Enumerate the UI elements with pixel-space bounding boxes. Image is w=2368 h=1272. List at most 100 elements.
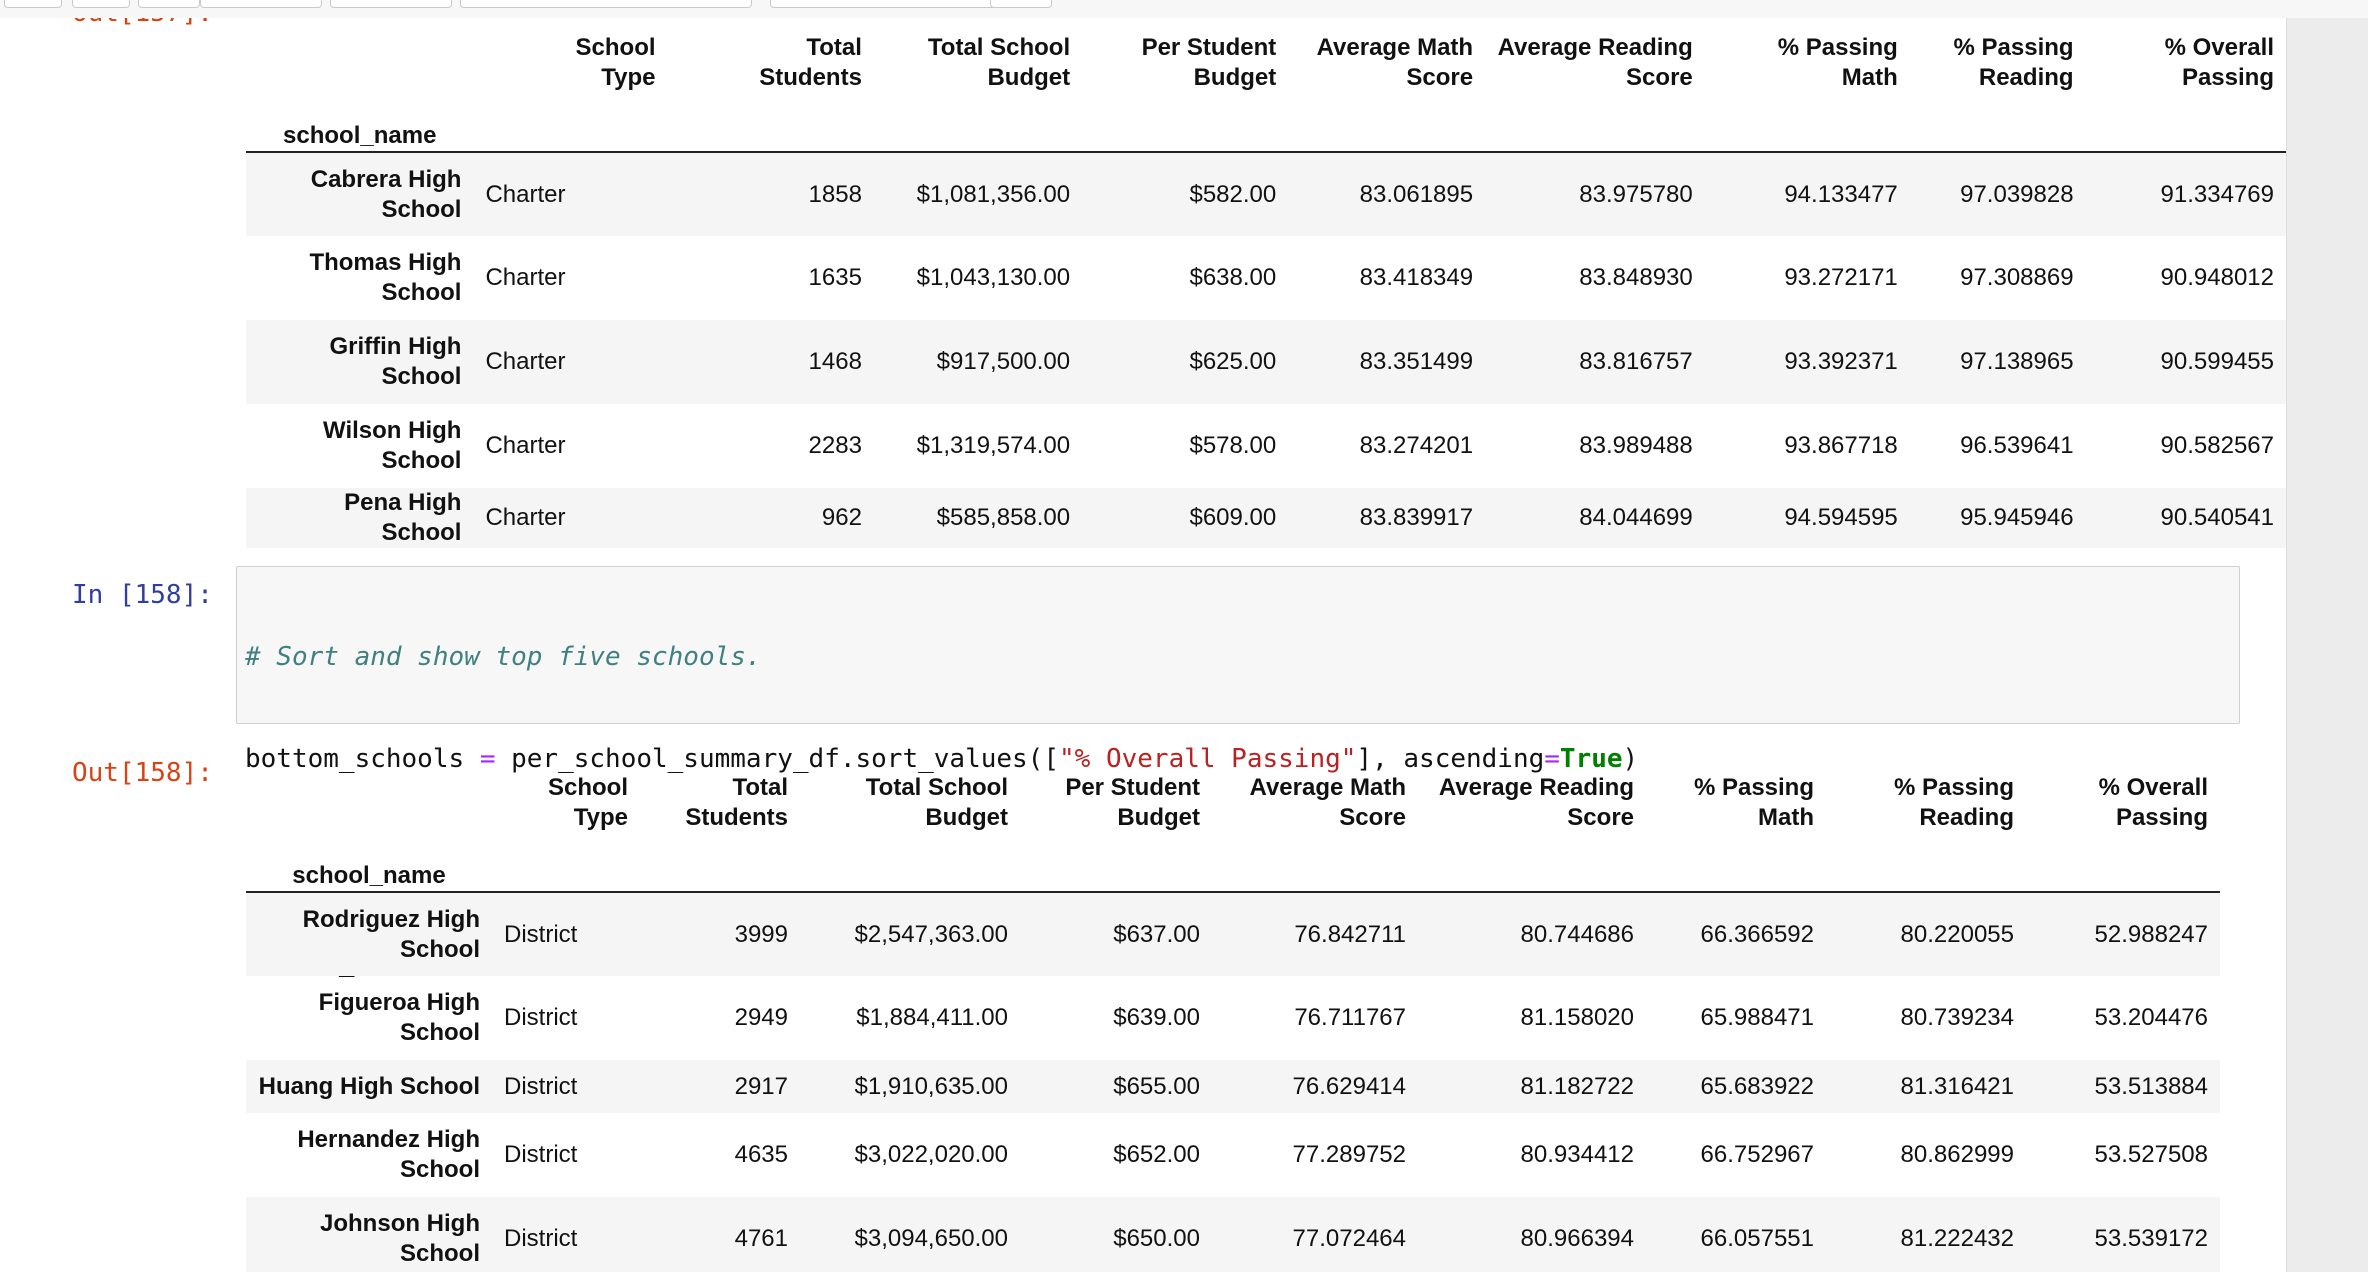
table-row: Hernandez High School District 4635 $3,022,… [246, 1113, 2220, 1197]
cell-overall: 90.540541 [2160, 504, 2274, 531]
cell-type: Charter [485, 504, 566, 531]
cell-math: 83.274201 [1359, 432, 1474, 459]
cell-budget: $3,022,020.00 [854, 1141, 1008, 1168]
scrollbar-track[interactable] [2286, 18, 2368, 1272]
cell-math: 83.061895 [1359, 180, 1474, 208]
cell-students: 2949 [734, 1004, 788, 1031]
cell-reading: 80.934412 [1520, 1141, 1634, 1168]
table-row: Huang High School District 2917 $1,910,635.… [246, 1060, 2220, 1113]
row-index-school-name: Johnson High School [320, 1210, 480, 1267]
blank-header [246, 18, 473, 93]
table-row: Thomas High School Charter 1635 $1,043,130.… [246, 236, 2286, 320]
cell-students: 962 [821, 504, 862, 531]
cell-math: 77.072464 [1292, 1225, 1406, 1252]
cell-overall: 91.334769 [2160, 180, 2274, 208]
cell-reading: 83.848930 [1579, 264, 1693, 291]
cell-overall: 90.582567 [2160, 432, 2274, 459]
table-row: Wilson High School Charter 2283 $1,319,574.… [246, 404, 2286, 488]
cell-pass-reading: 95.945946 [1960, 504, 2074, 531]
toolbar-button[interactable] [4, 0, 62, 8]
blank-header [246, 758, 492, 833]
toolbar-button[interactable] [330, 0, 452, 8]
toolbar-button[interactable] [72, 0, 130, 8]
output-prompt-157: Out[157]: [72, 18, 213, 28]
cell-type: Charter [485, 264, 566, 291]
column-header: % Passing Math [1777, 34, 1898, 91]
toolbar-button[interactable] [770, 0, 1012, 8]
cell-students: 3999 [734, 920, 788, 948]
cell-overall: 90.599455 [2160, 348, 2274, 375]
cell-per-student: $582.00 [1189, 180, 1277, 208]
cell-pass-reading: 97.039828 [1960, 180, 2074, 208]
column-header: % Overall Passing [2164, 34, 2274, 91]
toolbar-button[interactable] [200, 0, 322, 8]
cell-overall: 53.527508 [2094, 1141, 2208, 1168]
cell-type: Charter [485, 432, 566, 459]
cell-students: 2283 [808, 432, 862, 459]
cell-math: 83.351499 [1359, 348, 1474, 375]
notebook-toolbar [0, 0, 2368, 19]
cell-type: Charter [485, 180, 566, 208]
code-line-4: bottom_schools.head() [245, 948, 574, 978]
toolbar-button[interactable] [460, 0, 752, 8]
cell-students: 1858 [808, 180, 862, 208]
cell-math: 76.711767 [1294, 1004, 1406, 1031]
cell-type: District [504, 1004, 578, 1031]
cell-math: 77.289752 [1292, 1141, 1406, 1168]
row-index-school-name: Pena High School [344, 489, 462, 546]
column-header: Average Math Score [1249, 774, 1407, 831]
toolbar-button[interactable] [138, 0, 200, 8]
row-index-school-name: Wilson High School [323, 417, 462, 474]
column-header: Per Student Budget [1141, 34, 1277, 91]
column-header: Total School Budget [865, 774, 1008, 831]
table-row: Griffin High School Charter 1468 $917,500.0… [246, 320, 2286, 404]
table-row: Rodriguez High School District 3999 $2,547,… [246, 892, 2220, 976]
cell-pass-reading: 97.308869 [1960, 264, 2074, 291]
cell-per-student: $650.00 [1113, 1225, 1200, 1252]
cell-students: 4761 [734, 1225, 788, 1252]
cell-type: District [504, 920, 578, 948]
cell-pass-math: 65.988471 [1700, 1004, 1814, 1031]
cell-overall: 53.513884 [2094, 1072, 2208, 1100]
column-header: School Type [575, 34, 656, 91]
cell-pass-math: 65.683922 [1700, 1072, 1814, 1100]
cell-reading: 80.966394 [1520, 1225, 1634, 1252]
column-header: School Type [547, 774, 628, 831]
cell-reading: 84.044699 [1579, 504, 1693, 531]
cell-students: 1468 [808, 348, 862, 375]
cell-pass-reading: 80.739234 [1900, 1004, 2014, 1031]
cell-budget: $1,884,411.00 [856, 1004, 1008, 1031]
table-row: Pena High School Charter 962 $585,858.00 $60… [246, 488, 2286, 548]
top-schools-table: School Type Total Students Total School Bud… [246, 18, 2286, 548]
row-index-school-name: Cabrera High School [310, 165, 462, 223]
cell-per-student: $609.00 [1189, 504, 1277, 531]
cell-reading: 81.158020 [1520, 1004, 1634, 1031]
cell-per-student: $578.00 [1189, 432, 1277, 459]
column-header: % Passing Reading [1953, 34, 2074, 91]
row-index-school-name: Thomas High School [309, 249, 462, 306]
code-cell-editor[interactable]: # Sort and show top five schools. bottom… [236, 566, 2240, 978]
cell-students: 2917 [734, 1072, 788, 1100]
index-name-header: school_name [246, 833, 492, 893]
cell-pass-math: 93.392371 [1784, 348, 1898, 375]
cell-reading: 80.744686 [1520, 920, 1634, 948]
index-name-header: school_name [246, 93, 474, 153]
cell-overall: 52.988247 [2094, 920, 2208, 948]
column-header: Average Reading Score [1438, 774, 1634, 831]
cell-budget: $1,319,574.00 [916, 432, 1071, 459]
cell-type: District [504, 1072, 578, 1100]
cell-per-student: $638.00 [1189, 264, 1277, 291]
cell-per-student: $625.00 [1189, 348, 1277, 375]
cell-students: 1635 [808, 264, 862, 291]
cell-reading: 83.816757 [1579, 348, 1693, 375]
cell-budget: $2,547,363.00 [854, 920, 1008, 948]
cell-pass-reading: 81.222432 [1900, 1225, 2014, 1252]
toolbar-button[interactable] [990, 0, 1052, 8]
cell-pass-reading: 81.316421 [1900, 1072, 2014, 1100]
cell-pass-reading: 96.539641 [1960, 432, 2074, 459]
cell-pass-reading: 80.862999 [1900, 1141, 2014, 1168]
cell-pass-reading: 80.220055 [1900, 920, 2014, 948]
cell-overall: 53.539172 [2094, 1225, 2208, 1252]
cell-per-student: $639.00 [1113, 1004, 1200, 1031]
table-row: Figueroa High School District 2949 $1,884,4… [246, 976, 2220, 1060]
